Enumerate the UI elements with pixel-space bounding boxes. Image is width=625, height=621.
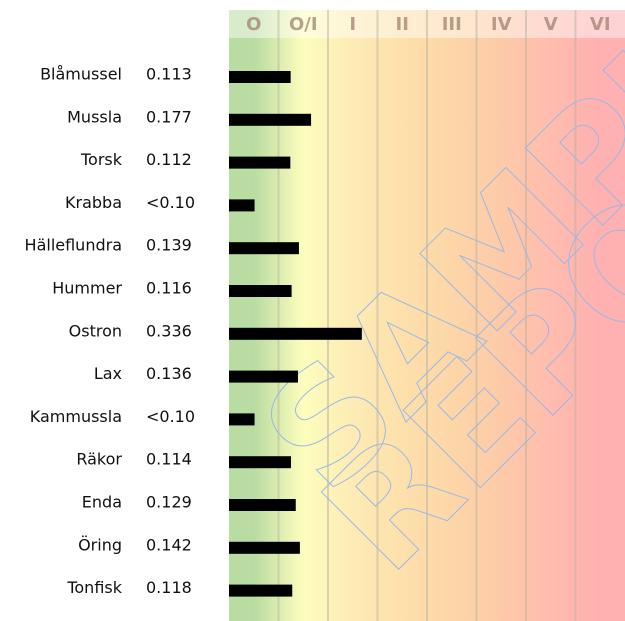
category-label: Hälleflundra: [25, 236, 122, 255]
value-label: 0.142: [146, 535, 192, 554]
category-label: Krabba: [65, 193, 122, 212]
value-label: 0.129: [146, 493, 192, 512]
value-label: <0.10: [146, 193, 195, 212]
category-label: Blåmussel: [40, 65, 122, 84]
category-label: Enda: [82, 493, 122, 512]
value-label: 0.139: [146, 236, 192, 255]
bar: [229, 285, 292, 297]
bar: [229, 242, 299, 255]
bar: [229, 327, 362, 340]
value-label: 0.136: [146, 364, 192, 383]
bar: [229, 584, 293, 597]
plot-area: O O/I I II III IV V VI: [229, 10, 625, 621]
band-label: V: [544, 14, 558, 35]
category-label: Mussla: [67, 107, 122, 126]
value-label: 0.118: [146, 578, 192, 597]
value-label: 0.113: [146, 65, 192, 84]
bar: [229, 499, 296, 511]
value-label: 0.116: [146, 279, 192, 298]
bar: [229, 113, 312, 126]
category-label: Öring: [78, 535, 122, 554]
band-label: IV: [491, 14, 512, 35]
category-label: Hummer: [52, 279, 122, 298]
category-label: Lax: [94, 364, 122, 383]
category-label: Tonfisk: [66, 578, 122, 597]
category-label: Ostron: [69, 321, 122, 340]
band-label: II: [396, 14, 409, 35]
band-label: I: [349, 14, 356, 35]
category-label: Torsk: [80, 150, 123, 169]
bar: [229, 199, 255, 212]
bar: [229, 541, 300, 554]
value-label: 0.114: [146, 450, 192, 469]
bar: [229, 370, 298, 383]
value-label: 0.177: [146, 107, 192, 126]
band-label: O: [246, 14, 261, 35]
value-label: 0.336: [146, 321, 192, 340]
value-label: <0.10: [146, 407, 195, 426]
band-label: O/I: [289, 14, 318, 35]
category-label: Räkor: [76, 450, 122, 469]
band-label: VI: [590, 14, 611, 35]
bar: [229, 71, 291, 83]
bar: [229, 413, 255, 426]
category-label: Kammussla: [30, 407, 122, 426]
value-label: 0.112: [146, 150, 192, 169]
bar: [229, 156, 291, 169]
band-label: III: [442, 14, 462, 35]
bar: [229, 456, 291, 469]
